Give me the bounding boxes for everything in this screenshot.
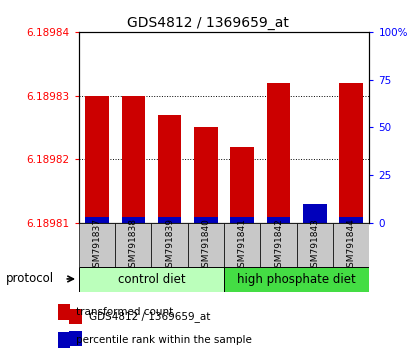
Text: GDS4812 / 1369659_at: GDS4812 / 1369659_at	[127, 16, 288, 30]
Text: GSM791840: GSM791840	[201, 218, 210, 273]
Bar	[69, 309, 82, 324]
Bar	[69, 331, 82, 346]
Bar	[303, 210, 327, 223]
Bar	[79, 267, 224, 292]
Text: GSM791843: GSM791843	[310, 218, 320, 273]
Bar	[58, 304, 70, 320]
Text: GSM791844: GSM791844	[347, 218, 356, 273]
Text: control diet: control diet	[118, 273, 185, 286]
Bar	[158, 115, 181, 223]
Bar	[297, 223, 333, 267]
Bar	[158, 217, 181, 223]
Bar	[188, 223, 224, 267]
Bar	[224, 267, 369, 292]
Bar	[230, 217, 254, 223]
Text: GDS4812 / 1369659_at: GDS4812 / 1369659_at	[89, 311, 210, 322]
Text: percentile rank within the sample: percentile rank within the sample	[76, 335, 251, 346]
Bar	[122, 217, 145, 223]
Bar	[267, 217, 290, 223]
Text: GSM791842: GSM791842	[274, 218, 283, 273]
Text: transformed count: transformed count	[76, 307, 173, 317]
Text: protocol: protocol	[6, 273, 54, 285]
Bar	[261, 223, 297, 267]
Text: GSM791838: GSM791838	[129, 218, 138, 273]
Bar	[122, 96, 145, 223]
Bar	[194, 127, 218, 223]
Bar	[224, 223, 261, 267]
Bar	[85, 217, 109, 223]
Text: GSM791841: GSM791841	[238, 218, 247, 273]
Bar	[115, 223, 151, 267]
Bar	[303, 204, 327, 223]
Bar	[339, 217, 363, 223]
Bar	[333, 223, 369, 267]
Bar	[267, 83, 290, 223]
Bar	[339, 83, 363, 223]
Bar	[58, 332, 70, 348]
Bar	[79, 223, 115, 267]
Text: GSM791837: GSM791837	[93, 218, 102, 273]
Bar	[230, 147, 254, 223]
Text: GSM791839: GSM791839	[165, 218, 174, 273]
Bar	[194, 217, 218, 223]
Bar	[151, 223, 188, 267]
Text: high phosphate diet: high phosphate diet	[237, 273, 356, 286]
Bar	[85, 96, 109, 223]
